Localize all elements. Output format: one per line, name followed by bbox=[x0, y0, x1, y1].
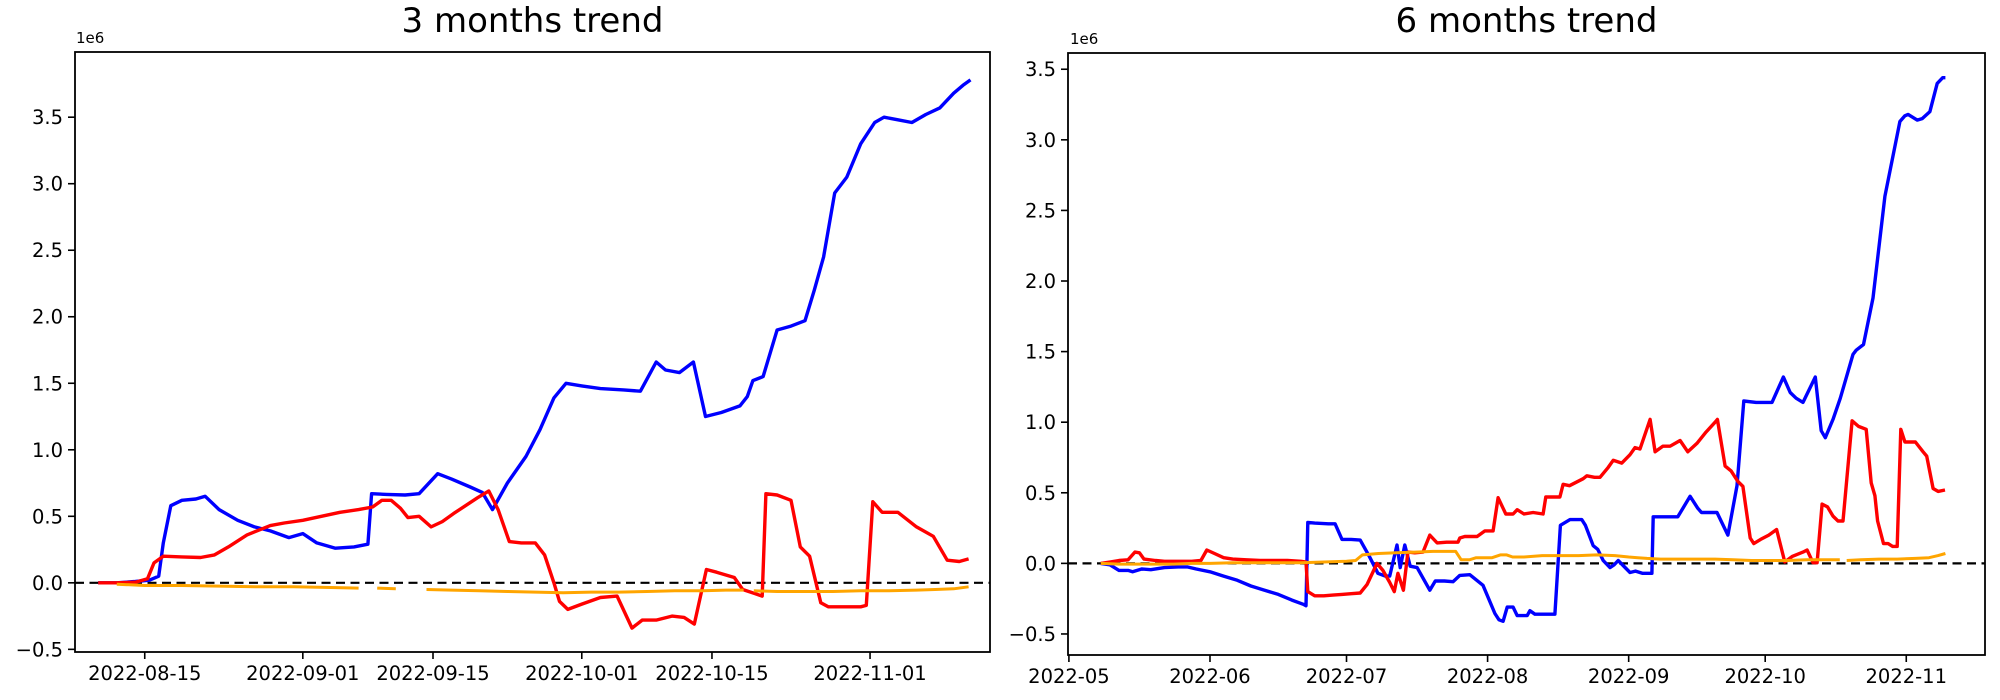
x-tick-label: 2022-08 bbox=[1447, 665, 1528, 688]
orange-line bbox=[1100, 549, 1840, 566]
y-tick-label: 3.0 bbox=[32, 173, 63, 196]
y-tick-label: 0.5 bbox=[32, 505, 63, 528]
x-tick-label: 2022-08-15 bbox=[88, 662, 201, 685]
y-tick-label: 0.5 bbox=[1025, 482, 1056, 505]
orange-line bbox=[1846, 552, 1946, 562]
x-tick-label: 2022-05 bbox=[1028, 665, 1109, 688]
y-tick-label: −0.5 bbox=[16, 638, 63, 661]
y-tick-label: 1.0 bbox=[32, 439, 63, 462]
x-tick-label: 2022-09-01 bbox=[246, 662, 359, 685]
axes-spines bbox=[74, 51, 991, 653]
x-tick-label: 2022-10-15 bbox=[655, 662, 768, 685]
x-tick-label: 2022-07 bbox=[1306, 665, 1387, 688]
orange-line bbox=[753, 585, 969, 593]
orange-line bbox=[116, 582, 359, 590]
y-tick-label: 2.0 bbox=[1025, 270, 1056, 293]
blue-line bbox=[98, 78, 972, 585]
x-tick-label: 2022-11-01 bbox=[813, 662, 926, 685]
blue-line bbox=[1100, 75, 1946, 623]
y-tick-label: 0.0 bbox=[1025, 552, 1056, 575]
x-tick-label: 2022-11 bbox=[1866, 665, 1947, 688]
y-tick-label: −0.5 bbox=[1009, 623, 1056, 646]
y-tick-label: 3.5 bbox=[32, 106, 63, 129]
y-tick-label: 2.5 bbox=[32, 239, 63, 262]
y-tick-label: 1.5 bbox=[32, 372, 63, 395]
y-axis-offset-label-left: 1e6 bbox=[76, 29, 105, 47]
y-axis-offset-label-right: 1e6 bbox=[1070, 30, 1099, 48]
red-line bbox=[98, 489, 970, 630]
x-tick-label: 2022-10-01 bbox=[525, 662, 638, 685]
x-tick-label: 2022-09-15 bbox=[376, 662, 489, 685]
x-tick-label: 2022-06 bbox=[1169, 665, 1250, 688]
y-tick-label: 1.0 bbox=[1025, 411, 1056, 434]
y-tick-label: 0.0 bbox=[32, 572, 63, 595]
x-tick-label: 2022-10 bbox=[1724, 665, 1805, 688]
chart-title-6-months: 6 months trend bbox=[1395, 1, 1658, 41]
y-tick-label: 2.5 bbox=[1025, 199, 1056, 222]
orange-line bbox=[426, 588, 744, 595]
y-tick-label: 2.0 bbox=[32, 306, 63, 329]
axes-spines bbox=[1067, 52, 1986, 656]
y-tick-label: 3.5 bbox=[1025, 58, 1056, 81]
chart-title-3-months: 3 months trend bbox=[401, 1, 664, 41]
y-tick-label: 3.0 bbox=[1025, 129, 1056, 152]
x-tick-label: 2022-09 bbox=[1588, 665, 1669, 688]
orange-line bbox=[377, 586, 396, 591]
y-tick-label: 1.5 bbox=[1025, 341, 1056, 364]
red-line bbox=[1100, 417, 1946, 598]
